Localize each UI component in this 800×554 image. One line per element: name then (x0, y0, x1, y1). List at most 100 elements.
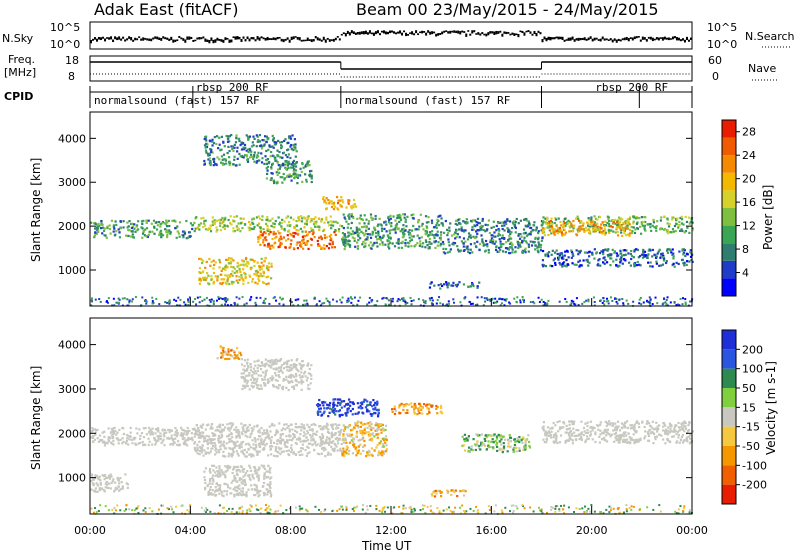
power-cell (254, 270, 258, 273)
power-cell (447, 283, 450, 287)
power-cell (453, 233, 456, 236)
velocity-cell (277, 359, 280, 363)
nsky-sample (270, 38, 273, 41)
velocity-cell (327, 442, 331, 445)
power-cell (243, 143, 247, 147)
power-cell (596, 263, 599, 267)
velocity-cell (280, 429, 283, 432)
power-cell (652, 218, 655, 222)
power-cell (345, 243, 348, 246)
power-cell (628, 217, 631, 221)
power-cell (449, 248, 452, 251)
nsky-sample (358, 31, 361, 35)
power-cell (606, 221, 609, 225)
velocity-cell (186, 432, 190, 435)
power-cell (258, 140, 261, 143)
velocity-cell (111, 442, 114, 445)
power-cell (221, 162, 224, 165)
nsky-sample (186, 36, 189, 40)
nsky-sample (617, 38, 620, 42)
nsky-sample (685, 36, 688, 41)
velocity-cell (366, 403, 370, 407)
velocity-cell (284, 428, 287, 431)
power-cell (106, 225, 109, 228)
velocity-cell (279, 434, 282, 437)
velocity-cell (252, 379, 256, 382)
power-cell (641, 256, 645, 259)
power-cell (616, 230, 619, 234)
velocity-cell (91, 429, 94, 432)
power-cell (280, 145, 283, 148)
velocity-cell (96, 476, 99, 479)
velocity-cell (217, 472, 220, 475)
power-cell (218, 218, 221, 222)
power-cell (616, 302, 619, 305)
power-cell (318, 228, 321, 232)
velocity-cell (292, 363, 295, 366)
power-cell (391, 242, 394, 245)
velocity-cell (343, 405, 346, 408)
velocity-cell (110, 481, 113, 484)
velocity-cell (270, 453, 273, 456)
power-cell (602, 249, 605, 252)
power-cell (557, 227, 560, 230)
power-cell (561, 234, 564, 237)
power-cell (323, 236, 327, 239)
velocity-cell (232, 465, 236, 469)
velocity-cell (252, 367, 256, 370)
velocity-cell (141, 440, 144, 444)
velocity-cell (262, 485, 265, 488)
power-cell (306, 240, 309, 243)
power-cell (469, 243, 473, 246)
power-cell (673, 224, 677, 228)
power-cell (400, 241, 403, 245)
power-cell (611, 299, 614, 302)
nsky-sample (515, 33, 518, 36)
power-cell (361, 218, 365, 221)
power-cell (524, 217, 527, 221)
power-cell (439, 238, 442, 241)
power-cell (469, 248, 472, 251)
cpid-segment-label: normalsound (fast) 157 RF (94, 94, 260, 107)
power-cell (342, 213, 345, 216)
nsky-sample (210, 37, 213, 41)
power-cell (666, 222, 669, 225)
power-cell (439, 236, 442, 239)
nsky-sample (399, 30, 402, 34)
velocity-cell (271, 378, 274, 381)
velocity-cell (255, 471, 258, 474)
power-cell (656, 302, 659, 305)
velocity-cell (272, 376, 275, 380)
power-cell (439, 233, 443, 237)
power-cell (218, 297, 221, 300)
velocity-cell (294, 429, 297, 433)
power-cell (495, 224, 498, 228)
power-cell (448, 226, 451, 229)
power-cell (114, 220, 117, 223)
power-cell (348, 231, 351, 234)
power-cell (441, 303, 444, 306)
power-cell (233, 271, 236, 274)
nsky-sample (591, 38, 594, 42)
velocity-cell (211, 482, 214, 485)
power-cell (637, 256, 640, 259)
velocity-cell (295, 375, 298, 378)
power-cell (458, 217, 461, 221)
power-cell (618, 216, 621, 219)
power-cell (255, 145, 258, 148)
power-cell (681, 258, 684, 261)
velocity-cell (140, 431, 144, 435)
velocity-cell (263, 375, 266, 378)
power-cell (114, 233, 117, 236)
power-cell (413, 245, 416, 248)
power-cell (628, 216, 632, 219)
power-cell (427, 216, 430, 219)
power-cell (635, 264, 638, 267)
power-cell (292, 170, 295, 173)
power-cell (229, 257, 232, 260)
power-cell (229, 215, 232, 218)
velocity-cell (262, 447, 266, 450)
velocity-cell (258, 431, 261, 434)
power-cell (614, 297, 617, 300)
velocity-cell (246, 374, 250, 377)
